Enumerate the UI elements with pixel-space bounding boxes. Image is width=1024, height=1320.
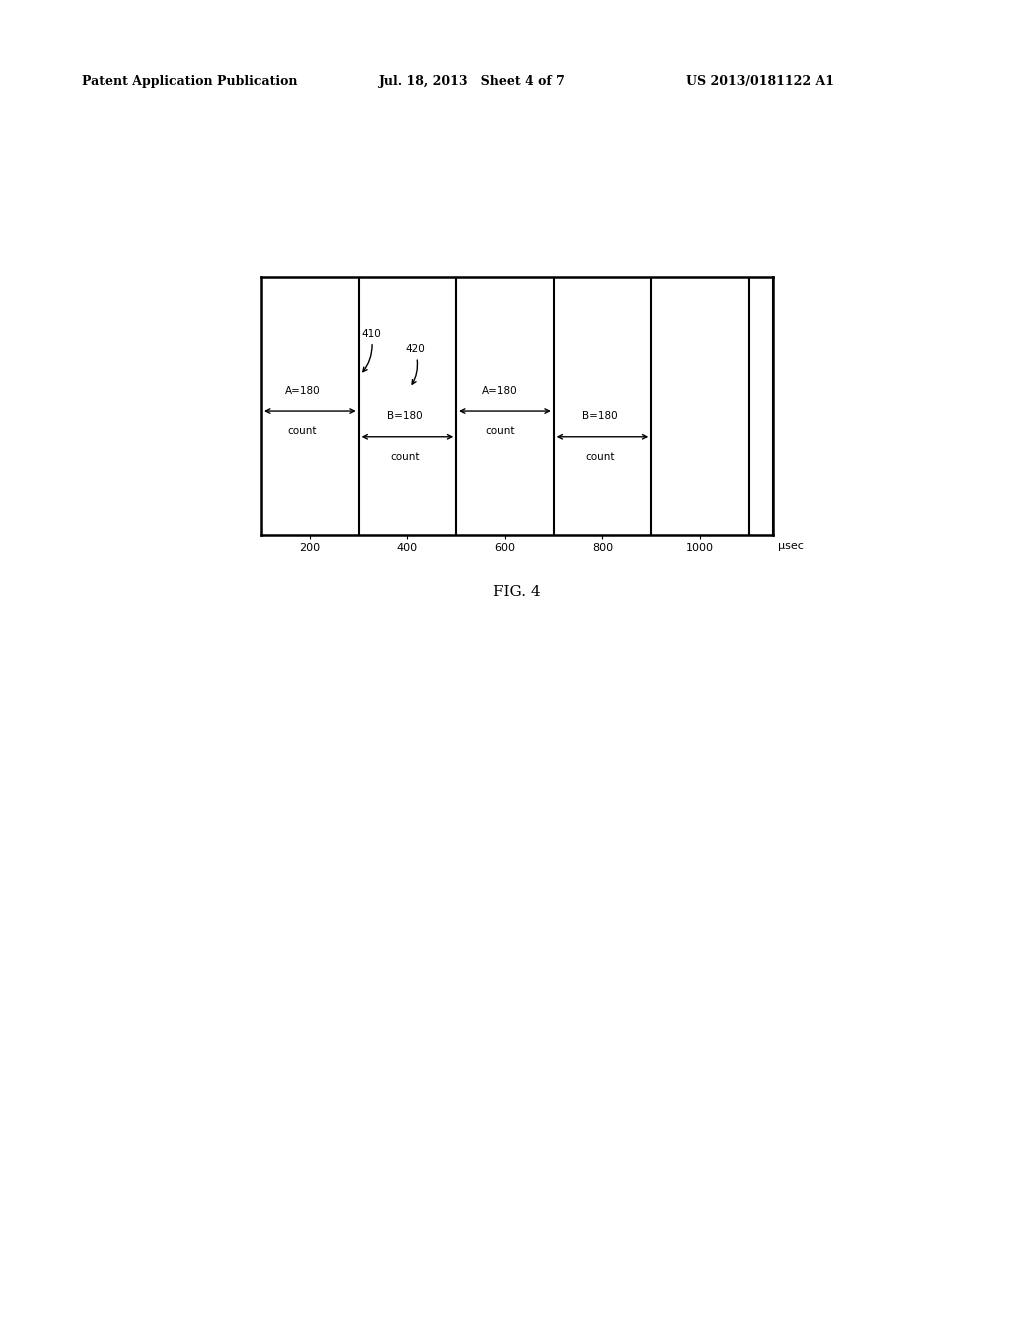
Text: 410: 410 [361, 329, 381, 372]
Text: count: count [390, 453, 420, 462]
Text: B=180: B=180 [387, 412, 423, 421]
Text: FIG. 4: FIG. 4 [494, 585, 541, 599]
Text: 420: 420 [404, 345, 425, 384]
Text: Patent Application Publication: Patent Application Publication [82, 75, 297, 88]
Text: Jul. 18, 2013   Sheet 4 of 7: Jul. 18, 2013 Sheet 4 of 7 [379, 75, 565, 88]
Text: B=180: B=180 [583, 412, 617, 421]
Text: count: count [485, 426, 515, 437]
Text: US 2013/0181122 A1: US 2013/0181122 A1 [686, 75, 835, 88]
Text: count: count [586, 453, 614, 462]
Text: A=180: A=180 [285, 385, 321, 396]
Text: A=180: A=180 [482, 385, 518, 396]
Text: μsec: μsec [778, 541, 804, 552]
Text: count: count [288, 426, 317, 437]
